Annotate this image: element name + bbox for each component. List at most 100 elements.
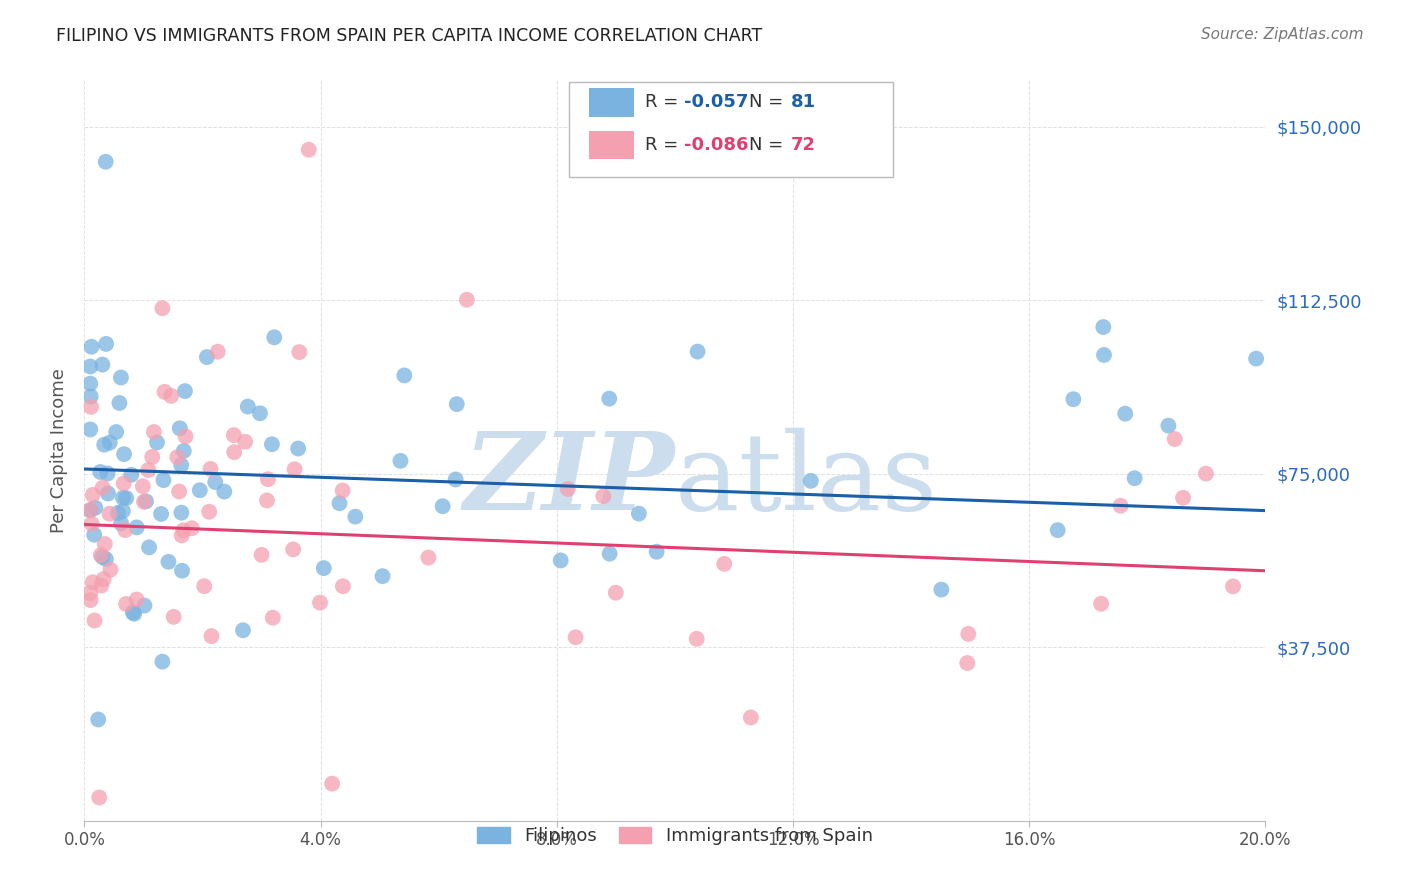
- Point: [108, 396, 131, 410]
- Point: [142, 425, 165, 439]
- Point: [170, 528, 193, 542]
- Point: [166, 450, 188, 465]
- Point: [100, 563, 122, 577]
- Point: [260, 437, 283, 451]
- Point: [740, 710, 762, 724]
- Point: [97, 486, 120, 500]
- Point: [394, 368, 416, 383]
- Point: [79, 376, 101, 391]
- Point: [115, 597, 138, 611]
- Point: [94, 537, 117, 551]
- Point: [309, 596, 332, 610]
- Point: [256, 493, 278, 508]
- Point: [169, 421, 191, 435]
- Legend: Filipinos, Immigrants from Spain: Filipinos, Immigrants from Spain: [470, 820, 880, 853]
- Point: [328, 496, 350, 510]
- Point: [198, 505, 221, 519]
- Point: [125, 520, 148, 534]
- Point: [1123, 471, 1146, 485]
- Point: [800, 474, 823, 488]
- Point: [249, 406, 271, 420]
- Point: [170, 564, 193, 578]
- Point: [87, 713, 110, 727]
- Point: [332, 579, 354, 593]
- Text: Source: ZipAtlas.com: Source: ZipAtlas.com: [1201, 27, 1364, 42]
- Point: [195, 350, 218, 364]
- Point: [111, 504, 134, 518]
- Point: [96, 467, 118, 481]
- Point: [93, 572, 115, 586]
- Point: [564, 630, 586, 644]
- Point: [89, 790, 111, 805]
- Point: [138, 463, 160, 477]
- Point: [232, 624, 254, 638]
- Point: [298, 143, 321, 157]
- Point: [94, 154, 117, 169]
- Text: ZIP: ZIP: [464, 427, 675, 533]
- Point: [1195, 467, 1218, 481]
- Point: [444, 473, 467, 487]
- Text: 72: 72: [790, 136, 815, 154]
- Point: [204, 475, 226, 489]
- Point: [1046, 523, 1069, 537]
- Text: atlas: atlas: [675, 427, 938, 533]
- Point: [233, 434, 256, 449]
- Point: [79, 586, 101, 600]
- Point: [132, 479, 155, 493]
- FancyBboxPatch shape: [568, 82, 893, 177]
- Point: [283, 542, 305, 557]
- Point: [89, 465, 111, 479]
- Point: [200, 629, 222, 643]
- Text: N =: N =: [749, 94, 789, 112]
- Point: [456, 293, 478, 307]
- Point: [125, 592, 148, 607]
- Point: [93, 438, 115, 452]
- Point: [90, 548, 112, 562]
- Text: 81: 81: [790, 94, 815, 112]
- Point: [686, 344, 709, 359]
- Point: [263, 330, 285, 344]
- Point: [173, 444, 195, 458]
- Point: [262, 610, 284, 624]
- Point: [132, 495, 155, 509]
- Point: [121, 606, 143, 620]
- Point: [598, 392, 620, 406]
- Point: [222, 428, 245, 442]
- Point: [112, 447, 135, 461]
- Point: [371, 569, 394, 583]
- Point: [114, 523, 136, 537]
- Point: [79, 593, 101, 607]
- Point: [82, 575, 104, 590]
- Point: [207, 344, 229, 359]
- Point: [344, 509, 367, 524]
- Point: [94, 337, 117, 351]
- Point: [1114, 407, 1136, 421]
- Point: [79, 359, 101, 374]
- Point: [110, 516, 132, 531]
- Point: [120, 467, 142, 482]
- Point: [446, 397, 468, 411]
- Point: [418, 550, 440, 565]
- Point: [150, 507, 173, 521]
- Point: [90, 578, 112, 592]
- Point: [107, 506, 129, 520]
- Point: [288, 345, 311, 359]
- Point: [1171, 491, 1194, 505]
- Point: [141, 450, 163, 464]
- Point: [599, 547, 621, 561]
- Point: [312, 561, 335, 575]
- Point: [250, 548, 273, 562]
- Text: FILIPINO VS IMMIGRANTS FROM SPAIN PER CAPITA INCOME CORRELATION CHART: FILIPINO VS IMMIGRANTS FROM SPAIN PER CA…: [56, 27, 762, 45]
- Point: [1222, 579, 1244, 593]
- Point: [214, 484, 236, 499]
- Point: [173, 524, 195, 538]
- Point: [193, 579, 215, 593]
- Point: [224, 445, 246, 459]
- Point: [170, 506, 193, 520]
- Point: [1157, 418, 1180, 433]
- Point: [287, 442, 309, 456]
- Point: [432, 500, 454, 514]
- Point: [91, 481, 114, 495]
- Y-axis label: Per Capita Income: Per Capita Income: [49, 368, 67, 533]
- Point: [1244, 351, 1267, 366]
